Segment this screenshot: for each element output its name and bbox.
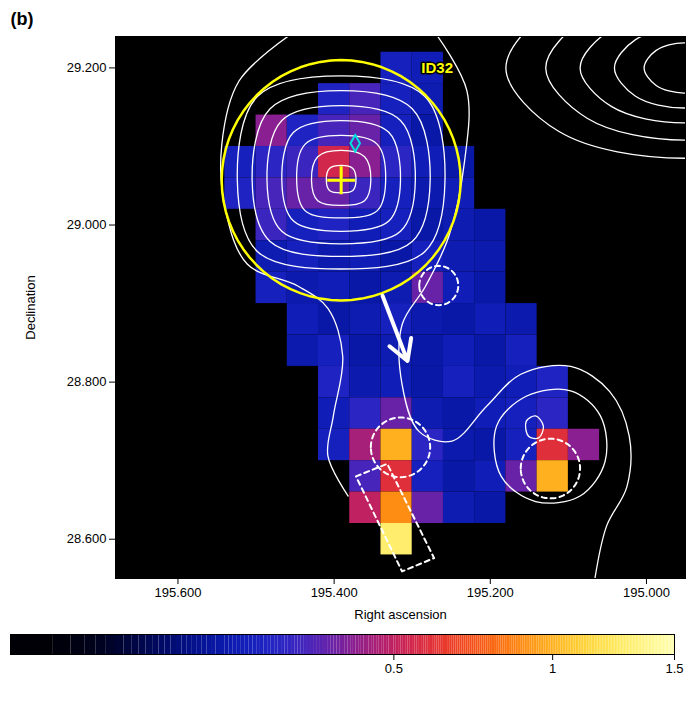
svg-text:0.5: 0.5 <box>385 661 403 676</box>
svg-text:(b): (b) <box>11 9 34 29</box>
svg-text:29.000: 29.000 <box>67 217 107 232</box>
svg-text:Declination: Declination <box>23 275 38 339</box>
svg-text:195.400: 195.400 <box>311 585 358 600</box>
svg-text:Right ascension: Right ascension <box>354 607 447 622</box>
svg-text:29.200: 29.200 <box>67 60 107 75</box>
svg-text:28.600: 28.600 <box>67 531 107 546</box>
svg-text:1: 1 <box>549 661 556 676</box>
svg-text:195.600: 195.600 <box>154 585 201 600</box>
svg-text:195.200: 195.200 <box>467 585 514 600</box>
svg-text:ID32: ID32 <box>421 59 453 76</box>
svg-text:195.000: 195.000 <box>623 585 670 600</box>
svg-text:1.5: 1.5 <box>665 661 683 676</box>
svg-text:28.800: 28.800 <box>67 374 107 389</box>
